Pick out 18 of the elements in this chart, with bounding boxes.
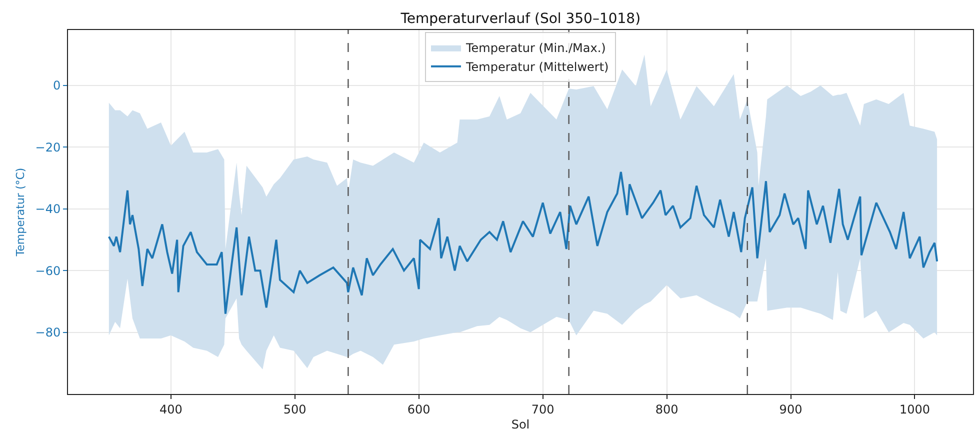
x-tick-label: 800	[655, 402, 678, 416]
x-tick-label: 500	[283, 402, 306, 416]
x-tick-label: 700	[531, 402, 554, 416]
y-tick-label: −20	[35, 140, 61, 154]
legend-label: Temperatur (Mittelwert)	[465, 60, 609, 74]
line-series	[108, 170, 938, 315]
chart-title: Temperaturverlauf (Sol 350–1018)	[400, 10, 641, 27]
x-tick-label: 900	[779, 402, 802, 416]
x-tick-label: 1000	[899, 402, 930, 416]
y-tick-label: −80	[35, 326, 61, 340]
y-tick-label: 0	[52, 78, 61, 93]
y-tick-label: −60	[35, 264, 61, 278]
legend-label: Temperatur (Min./Max.)	[465, 41, 606, 55]
y-tick-label: −40	[35, 202, 61, 216]
x-tick-label: 600	[407, 402, 430, 416]
x-tick-label: 400	[159, 402, 182, 416]
x-axis-title: Sol	[511, 417, 530, 432]
y-axis-title: Temperatur (°C)	[14, 168, 27, 258]
